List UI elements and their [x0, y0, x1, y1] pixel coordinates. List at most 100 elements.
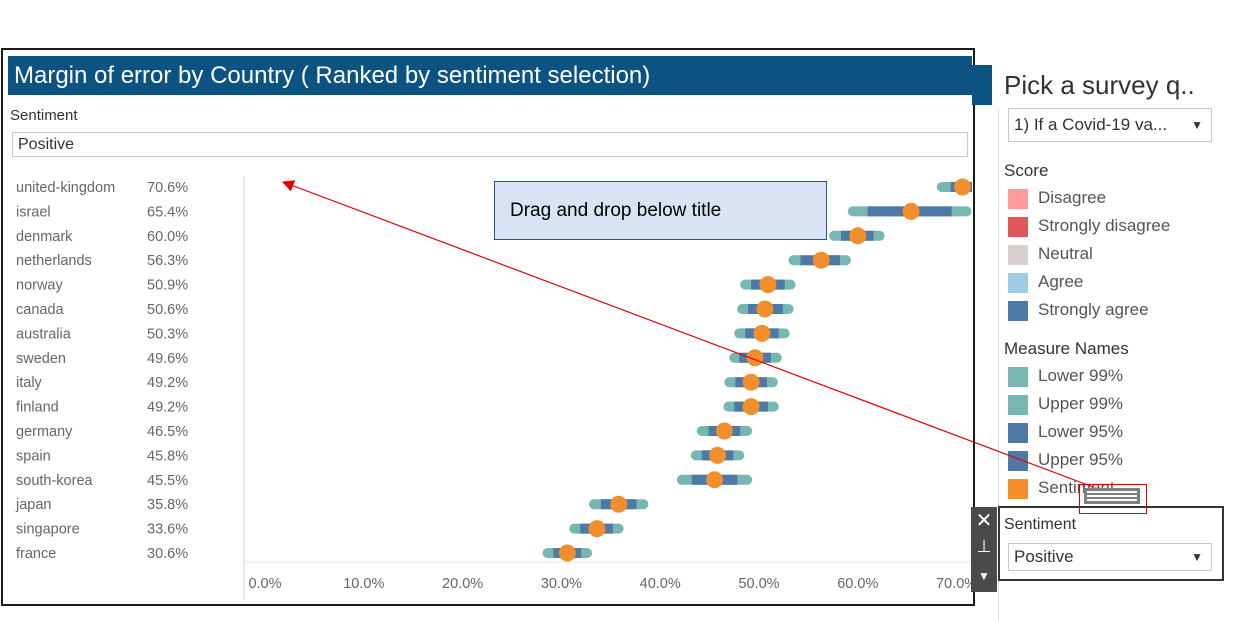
legend-label: Neutral	[1038, 244, 1093, 263]
x-tick-label: 50.0%	[738, 576, 779, 592]
legend-label: Strongly agree	[1038, 300, 1149, 319]
country-label: united-kingdom	[16, 180, 115, 196]
score-legend-heading: Score	[1004, 161, 1049, 180]
country-value: 56.3%	[147, 253, 188, 269]
header-stripe	[972, 65, 992, 105]
country-label: israel	[16, 204, 51, 220]
country-label: germany	[16, 424, 73, 440]
chevron-down-icon[interactable]: ▼	[1191, 118, 1203, 132]
sentiment-point	[902, 202, 920, 220]
country-label: south-korea	[16, 473, 94, 489]
sentiment-point	[715, 422, 733, 440]
country-label: spain	[16, 448, 51, 464]
legend-item[interactable]: Lower 99%	[1008, 363, 1208, 391]
legend-item[interactable]: Upper 99%	[1008, 391, 1208, 419]
legend-item[interactable]: Agree	[1008, 269, 1208, 297]
survey-question-value: 1) If a Covid-19 va...	[1014, 115, 1168, 134]
country-value: 50.9%	[147, 278, 188, 294]
country-value: 60.0%	[147, 229, 188, 245]
sentiment-filter-label: Sentiment	[10, 107, 78, 124]
legend-item[interactable]: Neutral	[1008, 241, 1208, 269]
country-label: sweden	[16, 351, 66, 367]
x-tick-label: 10.0%	[343, 576, 384, 592]
swatch-agree	[1008, 273, 1028, 293]
legend-label: Upper 95%	[1038, 450, 1124, 469]
country-label: denmark	[16, 229, 73, 245]
country-label: canada	[16, 302, 65, 318]
sentiment-point	[753, 324, 771, 342]
x-tick-label: 30.0%	[541, 576, 582, 592]
sentiment-point	[706, 471, 724, 489]
swatch-neutral	[1008, 245, 1028, 265]
close-icon[interactable]: ✕	[975, 510, 993, 532]
country-label: japan	[15, 497, 51, 513]
x-tick-label: 0.0%	[248, 576, 281, 592]
country-label: italy	[16, 375, 43, 391]
sentiment-point	[812, 251, 830, 269]
sentiment-point	[588, 520, 606, 538]
dropdown-arrow-icon[interactable]: ▼	[978, 569, 990, 583]
legend-label: Upper 99%	[1038, 394, 1124, 413]
measure-names-legend-heading: Measure Names	[1004, 339, 1129, 358]
drag-grip-icon[interactable]	[1084, 488, 1140, 504]
country-label: norway	[16, 278, 63, 294]
dashboard-title: Margin of error by Country ( Ranked by s…	[8, 56, 972, 95]
sentiment-point	[709, 446, 727, 464]
sentiment-select[interactable]: Positive ▼	[1008, 543, 1212, 571]
sentiment-select-value: Positive	[1014, 547, 1074, 566]
country-value: 49.2%	[147, 400, 188, 416]
swatch-lower-99	[1008, 367, 1028, 387]
legend-item[interactable]: Strongly agree	[1008, 297, 1208, 325]
swatch-lower-95	[1008, 423, 1028, 443]
legend-item[interactable]: Strongly disagree	[1008, 213, 1208, 241]
legend-item[interactable]: Disagree	[1008, 185, 1208, 213]
country-label: australia	[16, 326, 72, 342]
pin-icon[interactable]: ⊥	[976, 537, 992, 556]
swatch-upper-99	[1008, 395, 1028, 415]
sentiment-point	[849, 227, 867, 245]
legend-label: Agree	[1038, 272, 1084, 291]
filter-toolbar: ✕ ⊥ ▼	[971, 507, 997, 592]
x-tick-label: 70.0%	[936, 576, 972, 592]
swatch-disagree	[1008, 189, 1028, 209]
legend-item[interactable]: Upper 95%	[1008, 447, 1208, 475]
country-label: france	[16, 546, 56, 562]
legend-item[interactable]: Lower 95%	[1008, 419, 1208, 447]
sentiment-point	[558, 544, 576, 562]
swatch-strongly-disagree	[1008, 217, 1028, 237]
x-tick-label: 60.0%	[837, 576, 878, 592]
sentiment-point	[746, 349, 764, 367]
country-value: 35.8%	[147, 497, 188, 513]
country-value: 30.6%	[147, 546, 188, 562]
country-value: 45.8%	[147, 448, 188, 464]
x-tick-label: 20.0%	[442, 576, 483, 592]
country-value: 46.5%	[147, 424, 188, 440]
country-label: singapore	[16, 522, 80, 538]
legend-label: Strongly disagree	[1038, 216, 1171, 235]
survey-question-title: Pick a survey q..	[1004, 70, 1195, 100]
sentiment-point	[756, 300, 774, 318]
country-value: 49.6%	[147, 351, 188, 367]
sentiment-point	[954, 178, 972, 196]
swatch-strongly-agree	[1008, 301, 1028, 321]
country-label: finland	[16, 400, 59, 416]
country-label: netherlands	[16, 253, 92, 269]
sentiment-filter-card-label: Sentiment	[1004, 516, 1077, 533]
swatch-sentiment	[1008, 479, 1028, 499]
country-value: 33.6%	[147, 522, 188, 538]
sentiment-filter-value[interactable]: Positive	[12, 132, 968, 157]
country-value: 45.5%	[147, 473, 188, 489]
sentiment-point	[759, 276, 777, 294]
country-value: 50.6%	[147, 302, 188, 318]
country-value: 65.4%	[147, 204, 188, 220]
x-tick-label: 40.0%	[640, 576, 681, 592]
drag-handle-highlight[interactable]	[1079, 484, 1147, 514]
swatch-upper-95	[1008, 451, 1028, 471]
legend-label: Disagree	[1038, 188, 1107, 207]
sentiment-point	[742, 398, 760, 416]
sentiment-point	[742, 373, 760, 391]
survey-question-select[interactable]: 1) If a Covid-19 va... ▼	[1008, 108, 1212, 142]
instruction-callout: Drag and drop below title	[494, 181, 827, 240]
country-value: 70.6%	[147, 180, 188, 196]
chevron-down-icon[interactable]: ▼	[1191, 550, 1203, 564]
